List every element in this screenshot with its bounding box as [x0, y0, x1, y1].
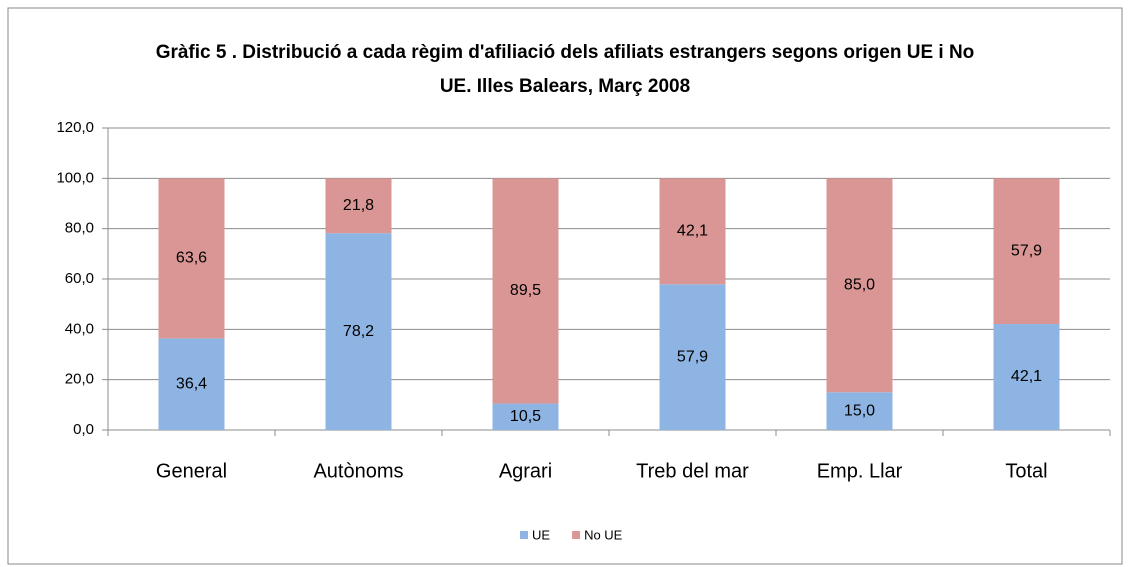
- data-label: 89,5: [510, 282, 541, 299]
- x-tick-label: Emp. Llar: [817, 460, 903, 482]
- y-tick-label: 0,0: [73, 421, 94, 438]
- data-label: 42,1: [1011, 368, 1042, 385]
- bar-segment: [158, 178, 225, 339]
- bar-segment: [993, 324, 1060, 430]
- bar-segment: [492, 403, 559, 430]
- legend-swatch: [520, 531, 528, 539]
- x-tick-label: Autònoms: [313, 460, 403, 482]
- y-tick-label: 120,0: [56, 119, 94, 136]
- data-label: 57,9: [1011, 242, 1042, 259]
- bar-segment: [659, 178, 726, 285]
- chart-title: Gràfic 5 . Distribució a cada règim d'af…: [155, 42, 975, 97]
- bar-segment: [659, 284, 726, 430]
- legend-swatch: [572, 531, 581, 539]
- data-label: 21,8: [343, 197, 374, 214]
- y-tick-label: 40,0: [65, 320, 94, 337]
- x-tick-label: General: [156, 460, 227, 482]
- x-tick-label: Agrari: [499, 460, 552, 482]
- bar-segment: [826, 178, 893, 393]
- bar-segment: [158, 338, 225, 430]
- y-tick-label: 60,0: [65, 270, 94, 287]
- legend-label: UE: [532, 527, 550, 542]
- bar-segment: [993, 178, 1060, 325]
- data-label: 36,4: [176, 375, 207, 392]
- bar-segment: [325, 233, 392, 430]
- bar-segment: [826, 392, 893, 430]
- data-label: 57,9: [677, 348, 708, 365]
- data-label: 10,5: [510, 408, 541, 425]
- legend-label: No UE: [584, 527, 623, 542]
- data-label: 78,2: [343, 323, 374, 340]
- y-tick-label: 20,0: [65, 371, 94, 388]
- data-label: 63,6: [176, 250, 207, 267]
- bar-segment: [492, 178, 559, 404]
- data-label: 15,0: [844, 402, 875, 419]
- x-tick-label: Total: [1005, 460, 1047, 482]
- data-label: 42,1: [677, 223, 708, 240]
- y-tick-label: 100,0: [56, 169, 94, 186]
- y-tick-label: 80,0: [65, 220, 94, 237]
- data-label: 85,0: [844, 277, 875, 294]
- x-tick-label: Treb del mar: [636, 460, 749, 482]
- bar-segment: [325, 178, 392, 234]
